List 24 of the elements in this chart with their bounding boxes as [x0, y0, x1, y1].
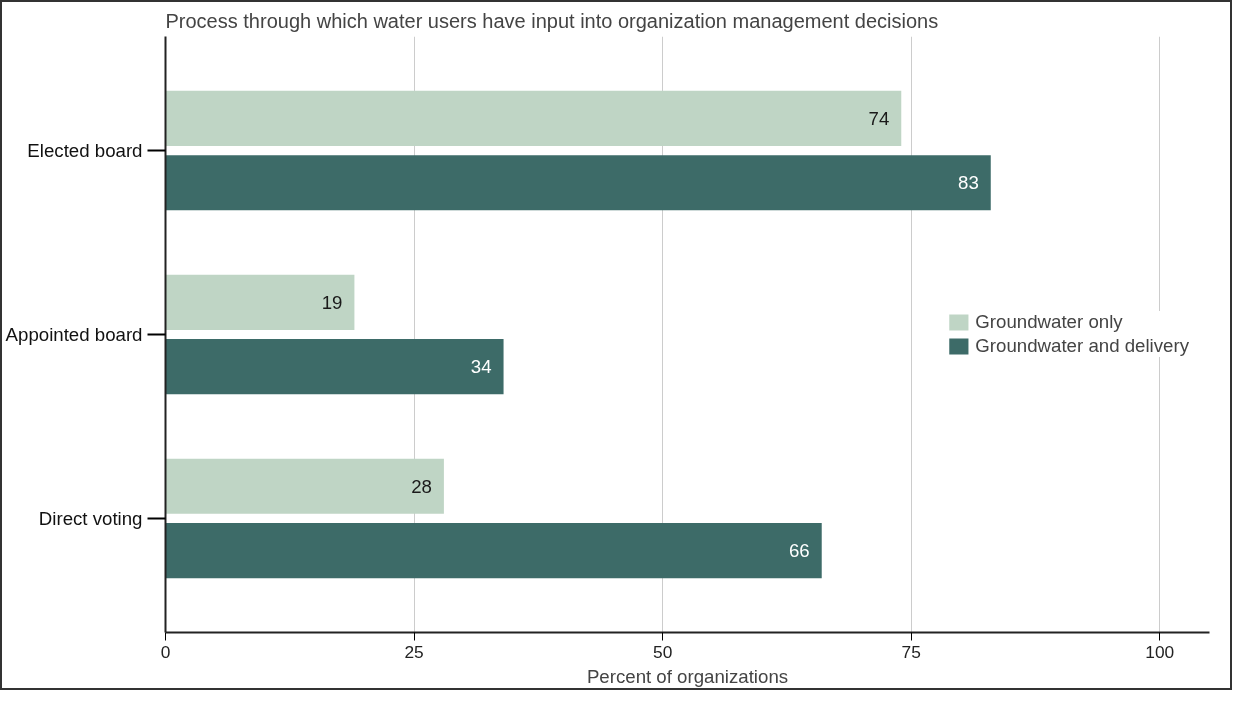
x-tick-label: 100	[1145, 641, 1175, 662]
bar	[165, 274, 355, 330]
x-axis-title: Percent of organizations	[586, 665, 789, 687]
y-tick-label: Elected board	[27, 140, 143, 162]
data-label: 19	[321, 291, 343, 313]
x-tick-label: 50	[653, 641, 673, 662]
data-label: 34	[470, 356, 492, 378]
legend-label: Groundwater only	[975, 311, 1123, 333]
bar	[165, 90, 902, 146]
data-label: 74	[868, 107, 890, 129]
data-label: 66	[788, 540, 810, 562]
y-tick-label: Appointed board	[5, 324, 143, 345]
y-tick-label: Direct voting	[38, 507, 143, 529]
bar	[165, 458, 444, 514]
legend-label: Groundwater and delivery	[975, 335, 1189, 357]
bar	[165, 523, 822, 579]
x-tick-label: 25	[404, 641, 424, 662]
x-tick-label: 75	[901, 641, 921, 662]
chart-title: Process through which water users have input into organization management decisions	[165, 9, 939, 32]
x-tick-label: 0	[160, 641, 171, 662]
data-label: 28	[411, 475, 432, 497]
bar	[165, 155, 991, 211]
bar	[165, 339, 504, 395]
data-label: 83	[958, 172, 979, 194]
